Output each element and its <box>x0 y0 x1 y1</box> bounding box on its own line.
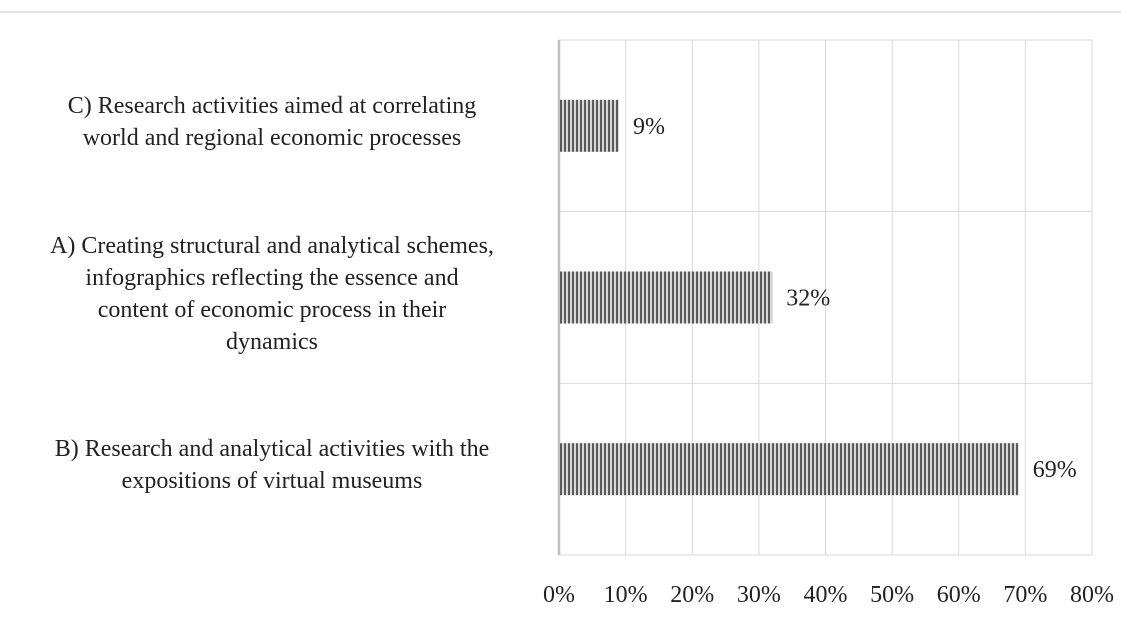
category-label-line: A) Creating structural and analytical sc… <box>50 232 494 259</box>
bar <box>560 99 619 152</box>
x-tick-label: 30% <box>737 582 781 608</box>
data-labels: 9% 32% 69% <box>633 114 1077 483</box>
data-label: 9% <box>633 114 665 140</box>
category-label-line: B) Research and analytical activities wi… <box>54 436 490 463</box>
category-label: C) Research activities aimed at correlat… <box>0 90 544 154</box>
category-label: B) Research and analytical activities wi… <box>0 433 544 497</box>
category-label: A) Creating structural and analytical sc… <box>0 230 544 358</box>
bar <box>560 271 773 324</box>
category-label-line: expositions of virtual museums <box>121 468 423 495</box>
x-tick-label: 80% <box>1070 582 1114 608</box>
category-label-line: world and regional economic processes <box>82 124 462 151</box>
data-label: 69% <box>1033 457 1077 483</box>
category-label-line: C) Research activities aimed at correlat… <box>67 92 477 119</box>
category-label-line: infographics reflecting the essence and <box>85 264 459 291</box>
bars <box>560 99 1019 496</box>
x-tick-label: 10% <box>604 582 648 608</box>
category-label-line: dynamics <box>226 328 318 355</box>
category-label-line: content of economic process in their <box>97 296 447 323</box>
x-tick-label: 50% <box>870 582 914 608</box>
x-axis-ticks: 0% 10% 20% 30% 40% 50% 60% 70% 80% <box>543 582 1114 608</box>
x-tick-label: 20% <box>670 582 714 608</box>
x-tick-label: 0% <box>543 582 575 608</box>
x-tick-label: 40% <box>804 582 848 608</box>
bar <box>560 443 1019 496</box>
x-tick-label: 70% <box>1003 582 1047 608</box>
gridlines <box>0 11 1121 556</box>
x-tick-label: 60% <box>937 582 981 608</box>
data-label: 32% <box>786 286 830 312</box>
